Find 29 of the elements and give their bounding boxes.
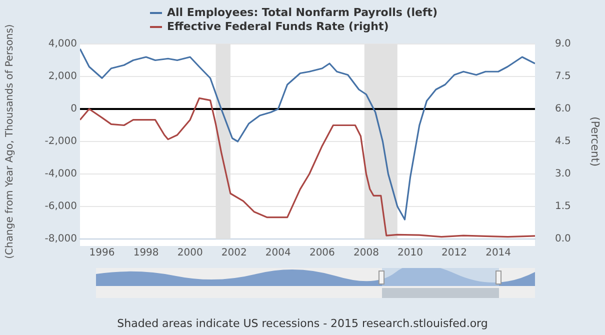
x-tick-label: 2010 <box>398 248 423 259</box>
y-tick-label: -2,000 <box>44 136 77 148</box>
x-tick-label: 1996 <box>89 248 115 259</box>
y-tick-label: -4,000 <box>44 168 77 180</box>
x-tick-label: 2006 <box>309 248 335 259</box>
y-axis-title: (Change from Year Ago, Thousands of Persons) <box>4 24 16 259</box>
legend-label: Effective Federal Funds Rate (right) <box>166 20 390 34</box>
x-tick-label: 2008 <box>353 248 379 259</box>
y-tick-label: 4,000 <box>48 38 77 50</box>
y2-axis-title: (Percent) <box>588 116 602 166</box>
y2-tick-label: 1.5 <box>555 201 571 212</box>
y2-tick-label: 3.0 <box>555 168 571 180</box>
y-tick-label: -6,000 <box>44 201 77 212</box>
text: Shaded areas indicate US recessions - 2015 research.stlouisfed.org <box>116 317 489 330</box>
y2-tick-label: 0.0 <box>555 234 571 245</box>
y-tick-label: -8,000 <box>44 234 77 245</box>
x-tick-label: 2002 <box>221 248 247 259</box>
y-tick-label: 0 <box>70 104 77 115</box>
legend-label: All Employees: Total Nonfarm Payrolls (left) <box>166 6 438 20</box>
y2-tick-label: 4.5 <box>555 136 571 148</box>
y2-tick-label: 6.0 <box>555 104 571 115</box>
y2-tick-label: 7.5 <box>555 71 571 82</box>
y-tick-label: 2,000 <box>48 71 77 82</box>
x-tick-label: 2012 <box>442 248 467 259</box>
x-tick-label: 2004 <box>265 248 291 259</box>
y2-tick-label: 9.0 <box>555 38 571 50</box>
x-tick-label: 1998 <box>133 248 159 259</box>
x-tick-label: 2000 <box>177 248 203 259</box>
x-tick-label: 2014 <box>486 248 512 259</box>
